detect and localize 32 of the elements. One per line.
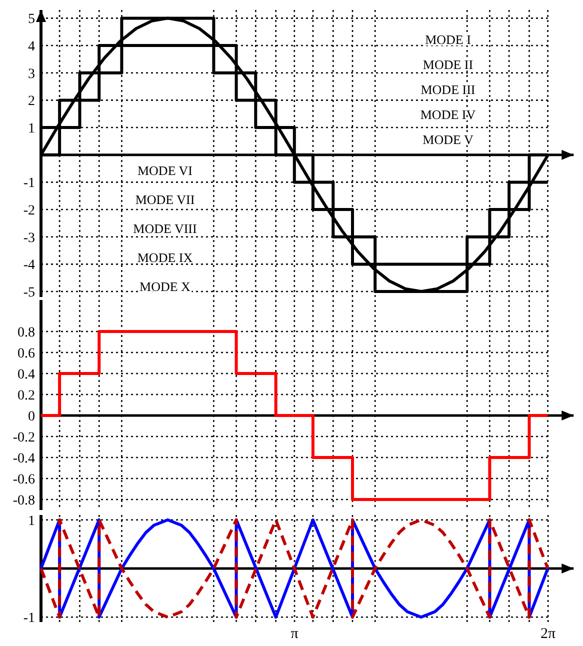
y-tick-label: 1 [28,121,35,136]
y-tick-label: 0.4 [18,367,35,382]
y-tick-label: -4 [23,258,35,274]
annotation: MODE VIII [133,220,197,236]
y-tick-label: -1 [23,611,35,626]
y-tick-label: 0 [28,409,35,424]
y-tick-label: 0.2 [18,388,35,404]
y-tick-label: -2 [23,203,35,218]
y-tick-label: 1 [28,514,35,529]
y-tick-label: 3 [28,66,35,82]
annotation: MODE VI [137,162,193,178]
y-tick-label: 2 [28,94,35,110]
y-tick-label: -3 [23,230,35,246]
annotation: MODE X [140,278,192,294]
y-tick-label: -0.6 [12,472,35,488]
y-tick-label: -1 [23,176,35,192]
y-tick-label: -5 [23,285,35,300]
y-tick-label: 4 [28,39,35,54]
y-tick-label: -0.8 [12,493,35,508]
annotation: MODE III [420,82,476,97]
annotation: MODE V [422,132,474,147]
y-tick-label: -0.2 [12,430,35,446]
y-tick-label: -0.4 [12,451,35,466]
y-tick-label: 0.8 [18,325,35,340]
y-tick-label: 0.6 [18,346,35,362]
annotation: MODE IX [137,250,194,265]
x-tick-label: π [290,626,299,642]
y-tick-label: 5 [28,12,35,28]
x-tick-label: 2π [540,626,556,642]
annotation: MODE VII [135,192,195,207]
annotation: MODE I [425,32,471,47]
annotation: MODE IV [420,107,476,122]
